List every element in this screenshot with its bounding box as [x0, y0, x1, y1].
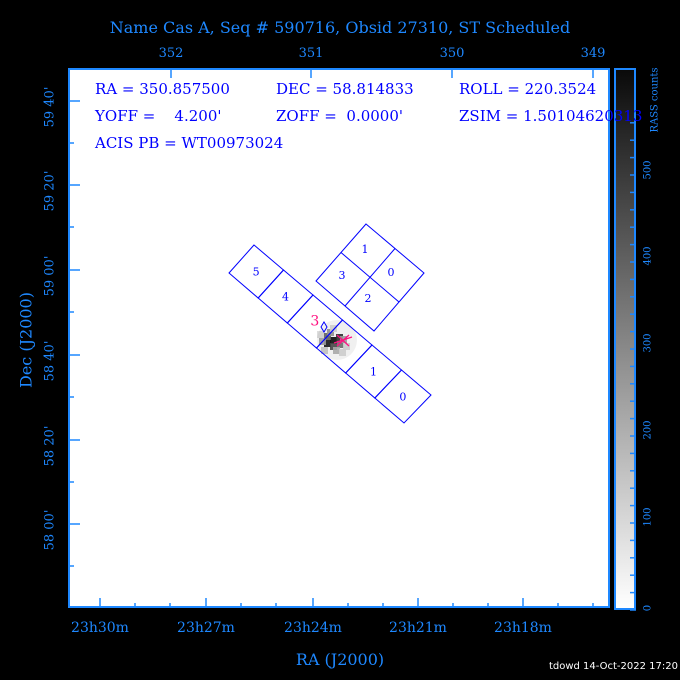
colorbar-title: RASS counts [649, 67, 661, 133]
colorbar-tick-label: 400 [642, 246, 654, 266]
bottom-tick-label: 23h18m [494, 620, 552, 636]
top-tick-label: 350 [439, 46, 465, 61]
info-dec: DEC = 58.814833 [276, 80, 414, 98]
source-pixel [337, 341, 344, 348]
info-roll: ROLL = 220.3524 [459, 80, 597, 98]
source-pixel [321, 347, 328, 354]
bottom-tick-label: 23h24m [284, 620, 342, 636]
colorbar-tick-label: 0 [642, 604, 654, 612]
chart-title: Name Cas A, Seq # 590716, Obsid 27310, S… [109, 18, 571, 37]
colorbar-tick-label: 300 [642, 333, 654, 353]
chip-label: 4 [282, 291, 289, 304]
axis-ticks [69, 69, 636, 611]
colorbar [614, 68, 636, 610]
chip-label: 1 [370, 366, 377, 379]
target-marker-icon [333, 334, 353, 347]
left-tick-label: 58 20' [42, 425, 58, 467]
info-acis-pb: ACIS PB = WT00973024 [95, 134, 284, 152]
source-pixel [330, 343, 337, 350]
left-tick-label: 59 40' [42, 86, 58, 128]
chip-label: 2 [365, 292, 372, 305]
chip-label: 0 [388, 266, 395, 279]
source-pixel [330, 325, 337, 332]
source-pixel [343, 343, 350, 350]
info-zsim: ZSIM = 1.50104620313 [459, 107, 643, 125]
chip-labels: 5 4 3 1 0 1 0 3 2 [253, 243, 407, 404]
acis-i-divider [340, 252, 400, 303]
bottom-tick-label: 23h27m [177, 620, 235, 636]
chip-label: 1 [362, 243, 369, 256]
info-zoff: ZOFF = 0.0000' [276, 107, 404, 125]
left-tick-label: 58 00' [42, 509, 58, 551]
chip-label: 3 [339, 269, 346, 282]
left-tick-label: 58 40' [42, 340, 58, 382]
acis-chips [228, 223, 432, 424]
chip-label: 3 [310, 314, 319, 330]
acis-s-chip [374, 369, 432, 424]
source-pixel [324, 340, 331, 347]
chip-label: 5 [253, 266, 260, 279]
info-yoff: YOFF = 4.200' [95, 107, 222, 125]
top-tick-label: 349 [580, 46, 606, 61]
info-ra: RA = 350.857500 [95, 80, 230, 98]
chip-label: 0 [399, 391, 406, 404]
top-tick-label: 351 [298, 46, 324, 61]
y-axis-label: Dec (J2000) [16, 292, 36, 388]
x-axis-label: RA (J2000) [295, 650, 385, 669]
left-tick-label: 59 20' [42, 170, 58, 212]
colorbar-tick-label: 500 [642, 160, 654, 180]
source-pixel [330, 337, 337, 344]
source-pixel [317, 331, 324, 338]
source-halo [317, 320, 357, 360]
source-pixel [339, 349, 346, 356]
bottom-tick-label: 23h21m [389, 620, 447, 636]
top-tick-label: 352 [158, 46, 184, 61]
colorbar-tick-label: 100 [642, 507, 654, 527]
timestamp: tdowd 14-Oct-2022 17:20 [548, 661, 678, 672]
bottom-tick-label: 23h30m [71, 620, 129, 636]
acis-i-array [315, 223, 425, 332]
aimpoint-diamond-icon [320, 321, 328, 333]
source-pixel [333, 347, 340, 354]
colorbar-tick-label: 200 [642, 420, 654, 440]
left-tick-label: 59 00' [42, 255, 58, 297]
